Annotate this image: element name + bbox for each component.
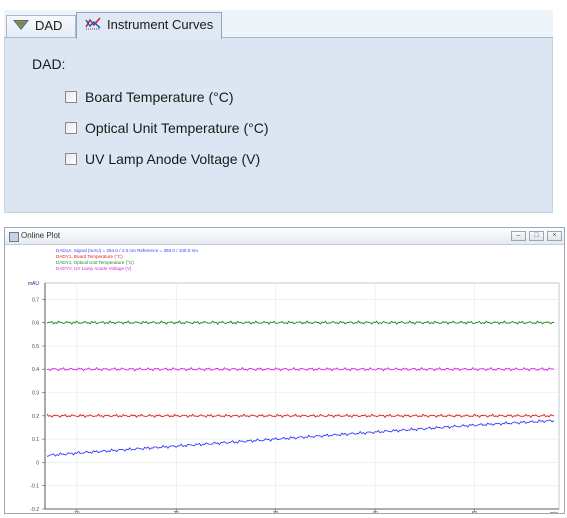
dad-icon bbox=[13, 17, 29, 37]
window-titlebar: Online Plot – □ × bbox=[5, 228, 564, 245]
checkbox-box[interactable] bbox=[65, 91, 77, 104]
series-line bbox=[46, 320, 555, 325]
checkbox-optical-unit-temperature[interactable]: Optical Unit Temperature (°C) bbox=[65, 119, 269, 137]
series-line bbox=[46, 413, 555, 419]
minimize-icon: – bbox=[516, 232, 521, 239]
x-tick-label: 30 bbox=[273, 511, 279, 513]
plot-window-icon bbox=[9, 232, 19, 242]
chart-axes bbox=[44, 283, 559, 510]
y-tick-label: 0.5 bbox=[32, 344, 39, 350]
chart-grid bbox=[44, 282, 560, 510]
legend-entry: DADYJ, Optical Unit Temperature (°C) bbox=[56, 260, 134, 265]
x-tick-label: 10 bbox=[74, 511, 80, 513]
tab-dad-label: DAD bbox=[35, 18, 63, 33]
y-tick-label: 0.7 bbox=[32, 297, 39, 303]
x-tick-label: 40 bbox=[372, 511, 378, 513]
y-tick-label: 0.6 bbox=[32, 321, 39, 327]
chart-series bbox=[46, 320, 555, 457]
minimize-button[interactable]: – bbox=[511, 231, 526, 241]
instrument-curves-panel: DAD Instrument Curves DAD: Board Tempera… bbox=[4, 10, 553, 213]
close-icon: × bbox=[552, 232, 557, 239]
y-tick-label: 0.1 bbox=[32, 437, 39, 443]
restore-icon: □ bbox=[534, 232, 539, 239]
plot-frame bbox=[44, 282, 560, 510]
checkbox-board-temperature[interactable]: Board Temperature (°C) bbox=[65, 88, 234, 106]
checkbox-label: Optical Unit Temperature (°C) bbox=[85, 120, 269, 136]
close-button[interactable]: × bbox=[547, 231, 562, 241]
group-label-dad: DAD: bbox=[32, 56, 66, 72]
series-line bbox=[46, 366, 555, 372]
y-tick-label: 0.3 bbox=[32, 391, 39, 397]
online-plot-chart: -0.2 -0.1 0 0.1 0.2 0.3 0.4 0.5 0.6 0.7 10 20 30 40 50… bbox=[28, 248, 560, 517]
series-line bbox=[46, 419, 555, 457]
checkbox-uv-lamp-anode-voltage[interactable]: UV Lamp Anode Voltage (V) bbox=[65, 150, 260, 168]
y-tick-label: 0 bbox=[36, 460, 39, 466]
instrument-curves-icon bbox=[85, 14, 101, 38]
tab-bar: DAD Instrument Curves bbox=[4, 10, 553, 39]
chart-legend: DAD1A, Signal (mAU) = 254.0 / 4.0 nm Ref… bbox=[56, 248, 198, 271]
plot-area[interactable]: -0.2 -0.1 0 0.1 0.2 0.3 0.4 0.5 0.6 0.7 10 20 30 40 50… bbox=[5, 245, 564, 517]
tab-instrument-curves[interactable]: Instrument Curves bbox=[76, 12, 222, 39]
tab-content: DAD: Board Temperature (°C) Optical Unit… bbox=[4, 38, 553, 213]
checkbox-box[interactable] bbox=[65, 153, 77, 166]
checkbox-label: Board Temperature (°C) bbox=[85, 89, 234, 105]
restore-button[interactable]: □ bbox=[529, 231, 544, 241]
checkbox-box[interactable] bbox=[65, 122, 77, 135]
tab-instrument-curves-label: Instrument Curves bbox=[107, 17, 214, 32]
checkbox-label: UV Lamp Anode Voltage (V) bbox=[85, 151, 261, 167]
legend-entry: DADYV, UV Lamp Anode Voltage (V) bbox=[56, 266, 132, 271]
legend-entry: DAD1A, Signal (mAU) = 254.0 / 4.0 nm Ref… bbox=[56, 248, 198, 253]
online-plot-window: Online Plot – □ × -0.2 -0.1 0 0.1 0.2 0.3 0.4 0… bbox=[4, 227, 565, 517]
window-title: Online Plot bbox=[21, 231, 61, 240]
y-tick-label: -0.2 bbox=[30, 507, 39, 513]
tab-dad[interactable]: DAD bbox=[6, 15, 76, 38]
y-tick-label: 0.4 bbox=[32, 367, 39, 373]
legend-entry: DADY1, Board Temperature (°C) bbox=[56, 254, 123, 259]
y-tick-label: 0.2 bbox=[32, 414, 39, 420]
y-tick-label: -0.1 bbox=[30, 484, 39, 490]
y-axis-label: mAU bbox=[28, 281, 40, 287]
x-axis-label: min bbox=[550, 511, 558, 513]
x-tick-label: 50 bbox=[472, 511, 478, 513]
x-tick-label: 20 bbox=[173, 511, 179, 513]
